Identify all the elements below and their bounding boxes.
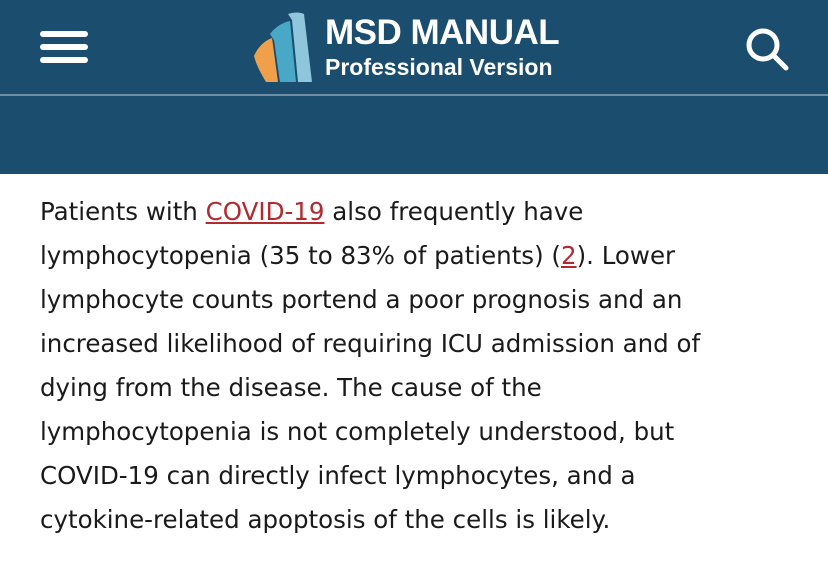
section-header: Etiology of Lymphocytopenia <box>0 96 828 249</box>
header-divider <box>0 94 828 96</box>
article-text: ). Lower <box>576 241 676 270</box>
article-text: dying from the disease. The cause of the <box>40 373 542 402</box>
brand-subtitle[interactable]: Professional Version <box>325 54 553 80</box>
article-line: cytokine-related apoptosis of the cells … <box>40 498 810 542</box>
article-text: lymphocytopenia is not completely unders… <box>40 417 675 446</box>
article-text: lymphocyte counts portend a poor prognos… <box>40 285 683 314</box>
article-line: dying from the disease. The cause of the <box>40 366 810 410</box>
menu-bar-middle <box>40 44 88 50</box>
article-line: lymphocyte counts portend a poor prognos… <box>40 278 810 322</box>
menu-bar-top <box>40 31 88 37</box>
section-title: Etiology of Lymphocytopenia <box>40 211 563 249</box>
article-line: lymphocytopenia (35 to 83% of patients) … <box>40 234 810 278</box>
hamburger-menu-icon[interactable] <box>40 31 88 63</box>
article-line: lymphocytopenia is not completely unders… <box>40 410 810 454</box>
brand-title[interactable]: MSD MANUAL <box>325 13 560 52</box>
article-text: increased likelihood of requiring ICU ad… <box>40 329 701 358</box>
search-icon[interactable] <box>744 26 790 72</box>
article-text: cytokine-related apoptosis of the cells … <box>40 505 611 534</box>
menu-bar-bottom <box>40 57 88 63</box>
article-text: Patients with <box>40 197 206 226</box>
covid-19-link[interactable]: COVID-19 <box>205 197 325 226</box>
article-text: also frequently have <box>324 197 584 226</box>
top-navigation-bar: MSD MANUAL Professional Version <box>0 0 828 94</box>
article-line: Patients with COVID-19 also frequently h… <box>40 190 810 234</box>
article-line: COVID-19 can directly infect lymphocytes… <box>40 454 810 498</box>
article-text: lymphocytopenia (35 to 83% of patients) … <box>40 241 561 270</box>
article-text: COVID-19 can directly infect lymphocytes… <box>40 461 636 490</box>
msd-manual-logo-icon[interactable] <box>248 10 314 82</box>
article-line: increased likelihood of requiring ICU ad… <box>40 322 810 366</box>
article-body: Patients with COVID-19 also frequently h… <box>40 190 810 542</box>
reference-link-2[interactable]: 2 <box>560 241 577 270</box>
